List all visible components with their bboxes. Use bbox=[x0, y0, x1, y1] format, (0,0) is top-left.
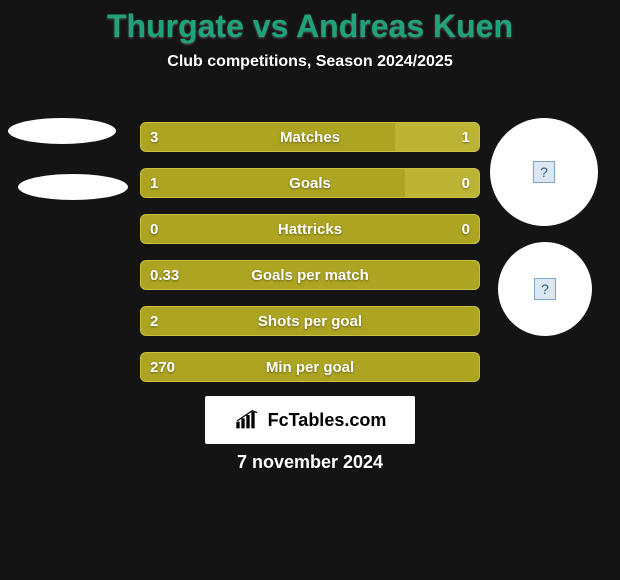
branding-text: FcTables.com bbox=[268, 410, 387, 431]
left-ellipse-1 bbox=[8, 118, 116, 144]
page-subtitle: Club competitions, Season 2024/2025 bbox=[0, 53, 620, 71]
stat-bar-row: 31Matches bbox=[140, 122, 480, 152]
stat-bars: 31Matches 10Goals 00Hattricks 0.33Goals per… bbox=[140, 122, 480, 398]
page-title: Thurgate vs Andreas Kuen bbox=[0, 0, 620, 45]
left-player-shapes bbox=[8, 118, 128, 200]
right-player-shapes: ? ? bbox=[490, 118, 610, 352]
stat-bar-row: 2Shots per goal bbox=[140, 306, 480, 336]
stat-bar-row: 10Goals bbox=[140, 168, 480, 198]
branding-logo-icon bbox=[234, 410, 262, 430]
date-text: 7 november 2024 bbox=[237, 452, 383, 473]
right-circle-1: ? bbox=[490, 118, 598, 226]
image-placeholder-icon: ? bbox=[534, 278, 556, 300]
bar-label: Hattricks bbox=[140, 214, 480, 244]
bar-label: Shots per goal bbox=[140, 306, 480, 336]
bar-label: Min per goal bbox=[140, 352, 480, 382]
bar-label: Goals bbox=[140, 168, 480, 198]
stat-bar-row: 270Min per goal bbox=[140, 352, 480, 382]
comparison-infographic: Thurgate vs Andreas Kuen Club competitio… bbox=[0, 0, 620, 580]
stat-bar-row: 0.33Goals per match bbox=[140, 260, 480, 290]
right-circle-2: ? bbox=[498, 242, 592, 336]
bar-label: Goals per match bbox=[140, 260, 480, 290]
image-placeholder-icon: ? bbox=[533, 161, 555, 183]
stat-bar-row: 00Hattricks bbox=[140, 214, 480, 244]
bar-label: Matches bbox=[140, 122, 480, 152]
branding-badge: FcTables.com bbox=[205, 396, 415, 444]
left-ellipse-2 bbox=[18, 174, 128, 200]
